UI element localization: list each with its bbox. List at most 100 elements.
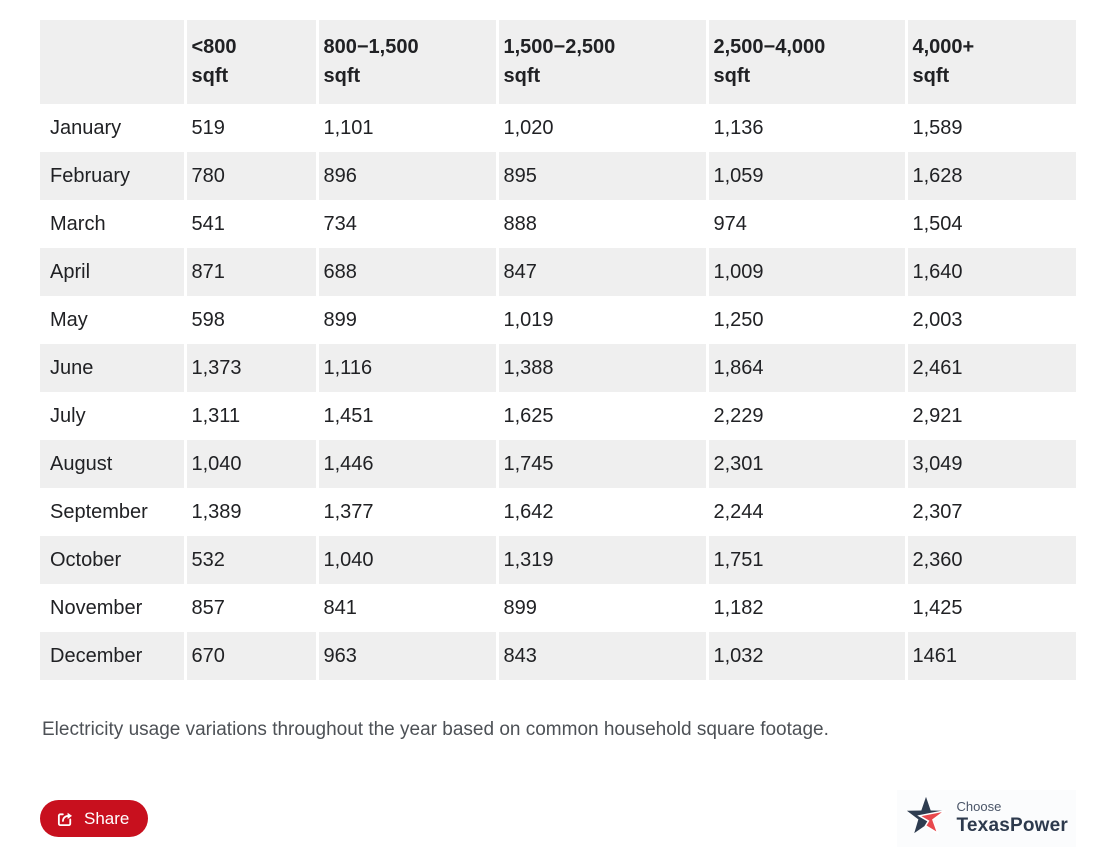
table-cell: 670 (183, 632, 317, 680)
table-cell: 899 (495, 584, 707, 632)
column-header: 800−1,500 sqft (315, 20, 497, 104)
table-cell: 1,451 (315, 392, 497, 440)
table-cell: 1,864 (705, 344, 906, 392)
column-header: 2,500−4,000 sqft (705, 20, 906, 104)
table-cell: 1,319 (495, 536, 707, 584)
share-export-icon (56, 809, 75, 828)
table-cell: 847 (495, 248, 707, 296)
table-cell: 1,745 (495, 440, 707, 488)
logo-tagline: Choose (956, 799, 1002, 815)
logo-text: Choose TexasPower (956, 799, 1068, 837)
table-row: September 1,389 1,377 1,642 2,244 2,307 (40, 488, 1076, 536)
table-cell: 1,116 (315, 344, 497, 392)
table-row: May 598 899 1,019 1,250 2,003 (40, 296, 1076, 344)
column-header-empty (40, 20, 185, 104)
table-cell: 1,101 (315, 104, 497, 152)
table-row: November 857 841 899 1,182 1,425 (40, 584, 1076, 632)
table-cell: 1,059 (705, 152, 906, 200)
table-cell: 2,360 (904, 536, 1076, 584)
table-caption: Electricity usage variations throughout … (42, 719, 829, 740)
logo-brand: TexasPower (956, 815, 1068, 837)
table-cell: 1,425 (904, 584, 1076, 632)
table-cell: 1,388 (495, 344, 707, 392)
texaspower-logo[interactable]: Choose TexasPower (896, 790, 1076, 847)
table-cell: 963 (315, 632, 497, 680)
column-header: 4,000+ sqft (904, 20, 1076, 104)
table-cell: 1,009 (705, 248, 906, 296)
footer: Share Choose TexasPower (40, 790, 1076, 847)
table-cell: 2,003 (904, 296, 1076, 344)
table-cell: 2,229 (705, 392, 906, 440)
table-cell: 2,244 (705, 488, 906, 536)
table-cell: 1,504 (904, 200, 1076, 248)
table-cell: 1,751 (705, 536, 906, 584)
table-cell: 598 (183, 296, 317, 344)
table-cell: 1,250 (705, 296, 906, 344)
share-button[interactable]: Share (40, 800, 149, 837)
row-header-month: April (40, 248, 185, 296)
table-cell: 895 (495, 152, 707, 200)
row-header-month: May (50, 308, 88, 331)
row-header-month: August (40, 440, 185, 488)
table-cell: 843 (495, 632, 707, 680)
table-cell: 1,032 (705, 632, 906, 680)
row-header-month: September (50, 500, 148, 523)
table-row: December 670 963 843 1,032 1461 (40, 632, 1076, 680)
table-cell: 871 (183, 248, 317, 296)
table-cell: 1,446 (315, 440, 497, 488)
table-cell: 1,020 (495, 104, 707, 152)
row-header-month: November (50, 596, 143, 619)
table-cell: 2,307 (904, 488, 1076, 536)
table-cell: 1,136 (705, 104, 906, 152)
table-cell: 734 (315, 200, 497, 248)
table-cell: 896 (315, 152, 497, 200)
table-header: <800 sqft 800−1,500 sqft 1,500−2,500 sqft 2… (40, 20, 1076, 104)
row-header-month: December (40, 632, 185, 680)
table-cell: 2,461 (904, 344, 1076, 392)
table-cell: 1,625 (495, 392, 707, 440)
table-row: June 1,373 1,116 1,388 1,864 2,461 (40, 344, 1076, 392)
table-cell: 1,389 (183, 488, 317, 536)
table-header-row: <800 sqft 800−1,500 sqft 1,500−2,500 sqft 2… (40, 20, 1076, 104)
table-cell: 1,642 (495, 488, 707, 536)
table-cell: 1,628 (904, 152, 1076, 200)
table-row: April 871 688 847 1,009 1,640 (40, 248, 1076, 296)
table-row: July 1,311 1,451 1,625 2,229 2,921 (40, 392, 1076, 440)
column-header: <800 sqft (183, 20, 317, 104)
table-cell: 1,377 (315, 488, 497, 536)
table-cell: 541 (183, 200, 317, 248)
table-cell: 1,589 (904, 104, 1076, 152)
row-header-month: January (50, 116, 122, 139)
table-cell: 1,640 (904, 248, 1076, 296)
row-header-month: June (40, 344, 185, 392)
table-row: February 780 896 895 1,059 1,628 (40, 152, 1076, 200)
row-header-month: July (50, 404, 86, 427)
table-cell: 1,311 (183, 392, 317, 440)
table-cell: 1461 (904, 632, 1076, 680)
table-row: October 532 1,040 1,319 1,751 2,360 (40, 536, 1076, 584)
electricity-usage-table: <800 sqft 800−1,500 sqft 1,500−2,500 sqft 2… (40, 20, 1076, 680)
column-header: 1,500−2,500 sqft (495, 20, 707, 104)
table-row: March 541 734 888 974 1,504 (40, 200, 1076, 248)
table-cell: 2,921 (904, 392, 1076, 440)
table-cell: 780 (183, 152, 317, 200)
table-cell: 3,049 (904, 440, 1076, 488)
table-row: January 519 1,101 1,020 1,136 1,589 (40, 104, 1076, 152)
table-cell: 688 (315, 248, 497, 296)
table-cell: 1,040 (183, 440, 317, 488)
table-cell: 519 (183, 104, 317, 152)
table-cell: 888 (495, 200, 707, 248)
row-header-month: February (40, 152, 185, 200)
row-header-month: October (40, 536, 185, 584)
table-cell: 841 (315, 584, 497, 632)
table-cell: 974 (705, 200, 906, 248)
share-label: Share (84, 808, 130, 828)
table-cell: 857 (183, 584, 317, 632)
table-cell: 1,040 (315, 536, 497, 584)
table-cell: 2,301 (705, 440, 906, 488)
table-cell: 532 (183, 536, 317, 584)
table-cell: 1,182 (705, 584, 906, 632)
row-header-month: March (50, 212, 106, 235)
table-row: August 1,040 1,446 1,745 2,301 3,049 (40, 440, 1076, 488)
